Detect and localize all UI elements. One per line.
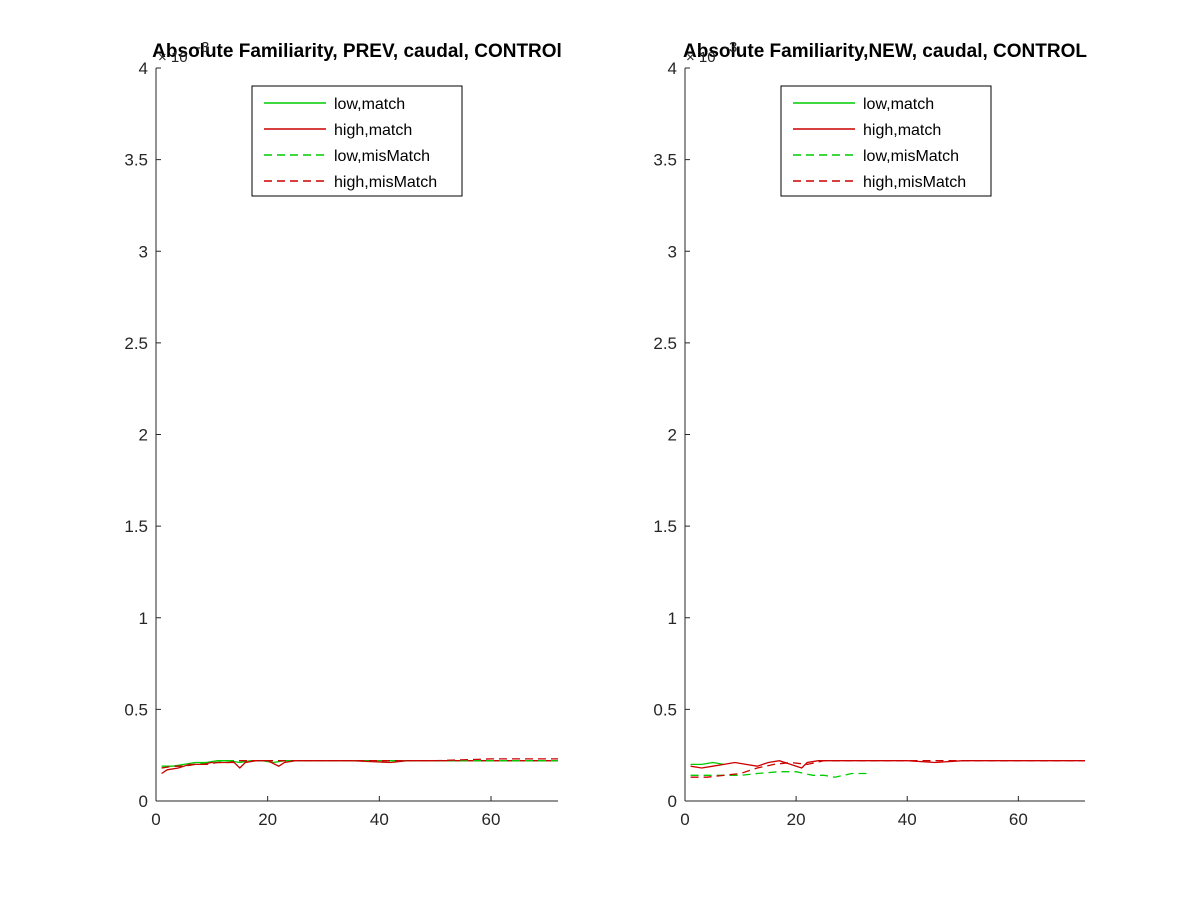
y-exponent-base: × 10 xyxy=(158,49,188,66)
legend-label: low,misMatch xyxy=(334,148,430,165)
y-tick-label: 2.5 xyxy=(124,334,148,353)
legend-label: high,misMatch xyxy=(334,174,437,191)
legend-label: low,misMatch xyxy=(863,148,959,165)
y-exponent-power: -3 xyxy=(196,39,209,56)
legend-label: high,misMatch xyxy=(863,174,966,191)
series-line-high-mismatch xyxy=(161,758,558,769)
y-exponent-base: × 10 xyxy=(686,49,716,66)
y-tick-label: 2.5 xyxy=(653,334,677,353)
y-tick-label: 0.5 xyxy=(124,700,148,719)
x-tick-label: 60 xyxy=(482,810,501,829)
y-tick-label: 2 xyxy=(668,426,677,445)
legend-label: high,match xyxy=(863,122,941,139)
y-tick-label: 3 xyxy=(139,242,148,261)
y-tick-label: 4 xyxy=(139,59,148,78)
y-tick-label: 1 xyxy=(139,609,148,628)
y-tick-label: 1 xyxy=(668,609,677,628)
chart-title: Absolute Familiarity, PREV, caudal, CONT… xyxy=(152,41,562,62)
subplot-left: Absolute Familiarity, PREV, caudal, CONT… xyxy=(124,39,561,829)
legend: low,match high,match low,misMatch high,misM… xyxy=(780,85,992,197)
x-tick-label: 20 xyxy=(258,810,277,829)
legend-box xyxy=(251,85,463,197)
y-tick-label: 3.5 xyxy=(653,151,677,170)
y-tick-label: 4 xyxy=(668,59,677,78)
legend-label: low,match xyxy=(863,96,934,113)
legend: low,match high,match low,misMatch high,misM… xyxy=(251,85,463,197)
y-tick-label: 2 xyxy=(139,426,148,445)
series-line-low-match xyxy=(690,761,725,766)
y-tick-label: 0 xyxy=(668,792,677,811)
legend-label: high,match xyxy=(334,122,412,139)
y-tick-label: 3.5 xyxy=(124,151,148,170)
legend-box xyxy=(780,85,992,197)
y-tick-label: 1.5 xyxy=(653,517,677,536)
series-line-low-mismatch xyxy=(161,760,558,769)
x-tick-label: 60 xyxy=(1009,810,1028,829)
x-tick-label: 20 xyxy=(787,810,806,829)
legend-label: low,match xyxy=(334,96,405,113)
y-exponent-power: -3 xyxy=(724,39,737,56)
chart-title: Absolute Familiarity,NEW, caudal, CONTRO… xyxy=(683,41,1087,62)
x-tick-label: 40 xyxy=(898,810,917,829)
y-tick-label: 3 xyxy=(668,242,677,261)
y-tick-label: 0.5 xyxy=(653,700,677,719)
series-line-high-mismatch xyxy=(690,760,1085,778)
subplot-right: Absolute Familiarity,NEW, caudal, CONTRO… xyxy=(653,39,1087,829)
series-line-high-match xyxy=(690,760,1085,769)
x-tick-label: 0 xyxy=(151,810,160,829)
x-tick-label: 40 xyxy=(370,810,389,829)
x-tick-label: 0 xyxy=(680,810,689,829)
series-line-low-mismatch xyxy=(690,771,869,778)
y-tick-label: 0 xyxy=(139,792,148,811)
y-tick-label: 1.5 xyxy=(124,517,148,536)
